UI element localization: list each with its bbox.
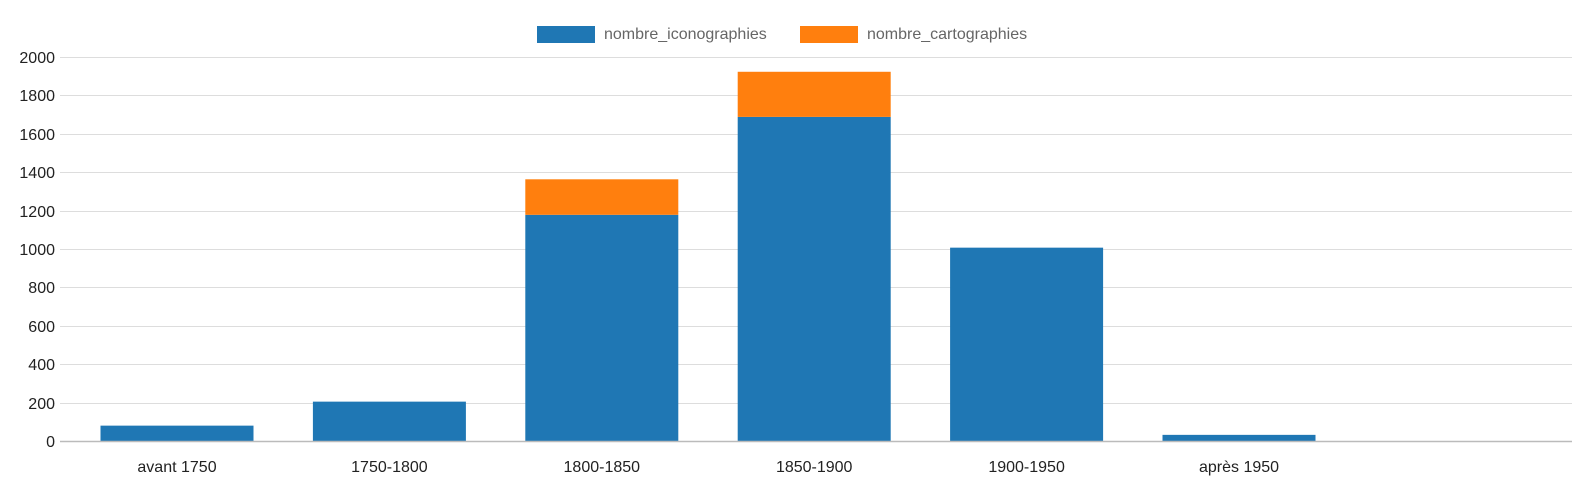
x-axis-ticks: avant 1750 1750-1800 1800-1850 1850-1900 190…: [137, 459, 1279, 476]
y-tick-label: 600: [28, 319, 55, 336]
y-tick-label: 800: [28, 280, 55, 297]
y-tick-label: 1600: [19, 127, 55, 144]
y-tick-label: 1000: [19, 242, 55, 259]
legend-swatch: [800, 26, 858, 43]
legend-item-nombre-iconographies[interactable]: nombre_iconographies: [537, 26, 767, 43]
y-tick-label: 400: [28, 357, 55, 374]
bars: [100, 71, 1316, 442]
y-tick-label: 1400: [19, 165, 55, 182]
legend-label: nombre_iconographies: [604, 26, 767, 43]
legend-label: nombre_cartographies: [867, 26, 1027, 43]
legend-item-nombre-cartographies[interactable]: nombre_cartographies: [800, 26, 1027, 43]
y-tick-label: 1200: [19, 204, 55, 221]
x-tick-label: 1800-1850: [564, 459, 641, 476]
y-tick-label: 1800: [19, 88, 55, 105]
y-tick-label: 2000: [19, 50, 55, 67]
x-tick-label: 1750-1800: [351, 459, 428, 476]
bar-nombre-iconographies: [950, 247, 1104, 441]
bar-nombre-cartographies: [737, 71, 891, 117]
bar-nombre-iconographies: [525, 214, 679, 441]
bar-nombre-iconographies: [100, 425, 254, 441]
y-tick-label: 0: [46, 434, 55, 451]
bar-nombre-iconographies: [1162, 434, 1316, 441]
x-tick-label: 1900-1950: [988, 459, 1065, 476]
legend: nombre_iconographies nombre_cartographies: [537, 26, 1027, 43]
bar-nombre-cartographies: [525, 179, 679, 215]
bar-nombre-iconographies: [737, 116, 891, 442]
y-tick-label: 200: [28, 396, 55, 413]
y-axis-ticks: 0 200 400 600 800 1000 1200 1400 1600 1800 2000: [19, 50, 55, 451]
bar-nombre-iconographies: [312, 401, 466, 441]
x-tick-label: avant 1750: [137, 459, 216, 476]
x-tick-label: après 1950: [1199, 459, 1279, 476]
x-tick-label: 1850-1900: [776, 459, 853, 476]
legend-swatch: [537, 26, 595, 43]
